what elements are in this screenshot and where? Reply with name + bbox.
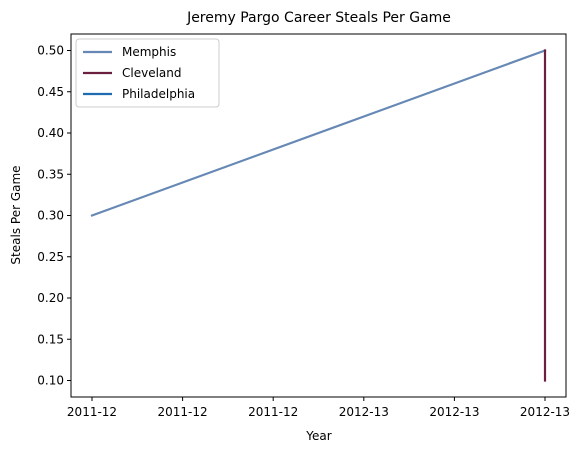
x-axis-title: Year [305,429,331,443]
y-tick-label: 0.20 [37,291,64,305]
x-tick-label: 2011-12 [248,405,298,419]
legend-label: Cleveland [122,66,182,80]
y-tick-label: 0.30 [37,209,64,223]
legend-label: Philadelphia [122,87,195,101]
y-tick-label: 0.15 [37,332,64,346]
legend-box [75,38,220,108]
y-tick-label: 0.35 [37,167,64,181]
x-tick-label: 2011-12 [158,405,208,419]
y-tick-label: 0.10 [37,374,64,388]
x-tick-label: 2012-13 [339,405,389,419]
x-tick-label: 2011-12 [67,405,117,419]
plot-area: 0.10 0.15 0.20 0.25 0.30 0.35 0.40 0.45 0.50 2011… [37,33,570,419]
y-tick-label: 0.50 [37,44,64,58]
legend-label: Memphis [122,45,176,59]
x-tick-label: 2012-13 [429,405,479,419]
legend: Memphis Cleveland Philadelphia [75,38,220,108]
y-axis-title: Steals Per Game [9,165,23,264]
chart-title: Jeremy Pargo Career Steals Per Game [186,10,451,26]
y-tick-label: 0.25 [37,250,64,264]
series-line-memphis [90,49,547,217]
y-tick-label: 0.45 [37,85,64,99]
y-tick-label: 0.40 [37,126,64,140]
x-tick-label: 2012-13 [520,405,570,419]
